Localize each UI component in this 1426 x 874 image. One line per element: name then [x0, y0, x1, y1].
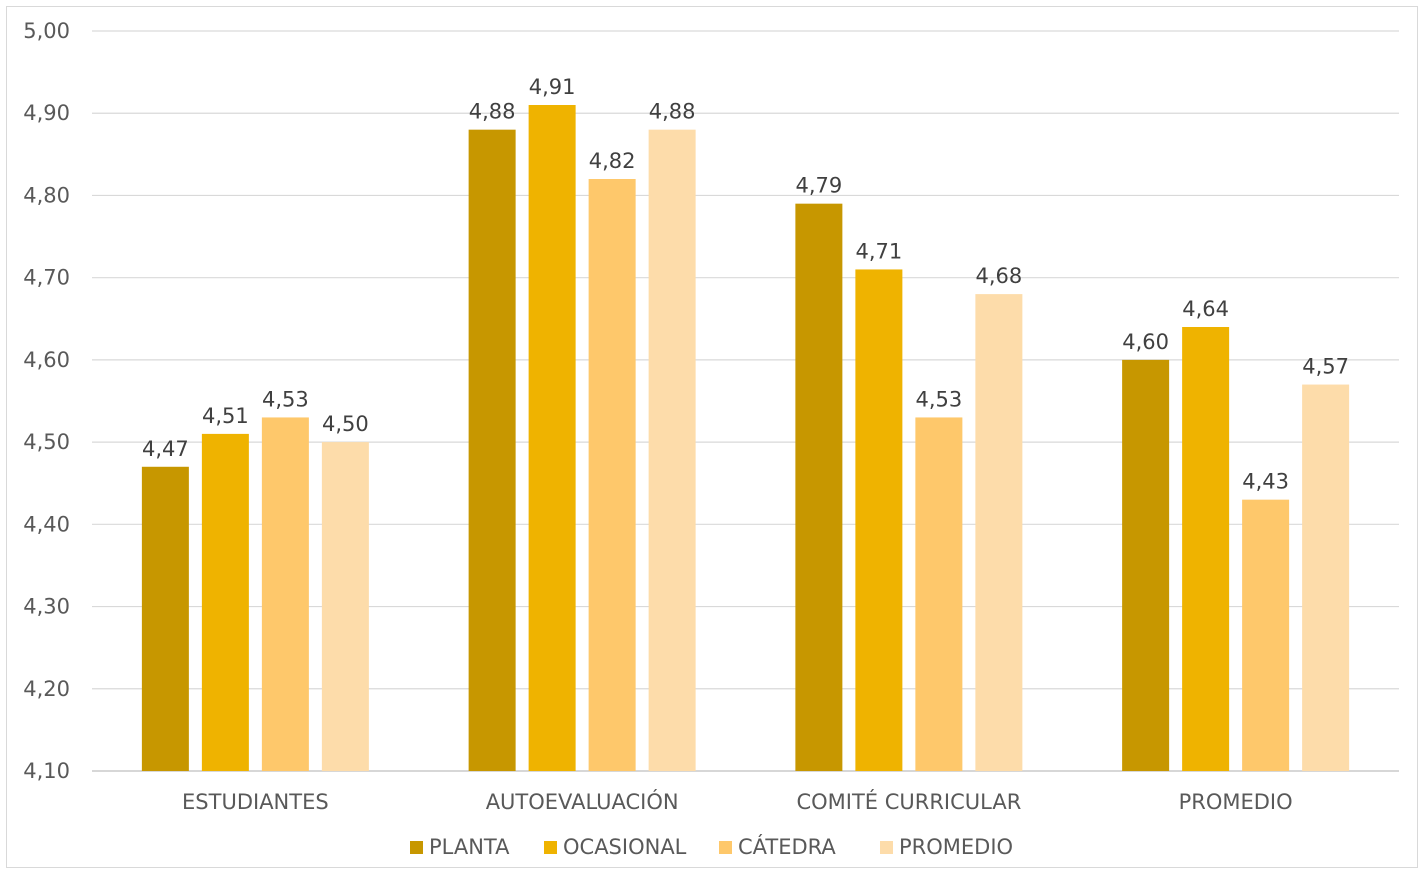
- legend-swatch: [544, 841, 557, 854]
- gridlines: [92, 30, 1399, 772]
- legend-label: CÁTEDRA: [738, 834, 836, 859]
- bar-ocasional: [201, 433, 249, 771]
- category-label: AUTOEVALUACIÓN: [486, 789, 679, 814]
- data-label: 4,91: [529, 75, 576, 99]
- y-tick-label: 4,30: [23, 595, 70, 619]
- bar-promedio: [321, 442, 369, 771]
- y-tick-label: 4,20: [23, 677, 70, 701]
- y-tick-label: 4,80: [23, 183, 70, 207]
- bar-promedio: [648, 129, 696, 772]
- y-tick-label: 4,10: [23, 759, 70, 783]
- data-label: 4,88: [649, 100, 696, 124]
- data-label: 4,53: [262, 387, 309, 411]
- legend-swatch: [880, 841, 893, 854]
- data-label: 4,50: [322, 412, 369, 436]
- legend-label: PROMEDIO: [899, 835, 1013, 859]
- bar-cátedra: [261, 417, 309, 771]
- y-tick-label: 4,40: [23, 512, 70, 536]
- data-label: 4,57: [1302, 355, 1349, 379]
- data-label: 4,64: [1182, 297, 1229, 321]
- category-label: PROMEDIO: [1179, 790, 1293, 814]
- data-label: 4,51: [202, 404, 249, 428]
- bar-chart: 4,10 4,20 4,30 4,40 4,50 4,60 4,70 4,80 4,90 5,00…: [23, 19, 1399, 859]
- data-label: 4,43: [1242, 470, 1289, 494]
- bar-ocasional: [528, 105, 576, 771]
- legend-swatch: [410, 841, 423, 854]
- data-label: 4,79: [795, 174, 842, 198]
- y-tick-label: 4,50: [23, 430, 70, 454]
- data-label: 4,68: [975, 264, 1022, 288]
- y-tick-label: 4,60: [23, 348, 70, 372]
- data-label: 4,47: [142, 437, 189, 461]
- bar-ocasional: [1182, 327, 1230, 771]
- bar-planta: [141, 466, 189, 771]
- legend-label: OCASIONAL: [563, 835, 687, 859]
- bar-planta: [795, 203, 843, 771]
- legend-swatch: [719, 841, 732, 854]
- data-label: 4,53: [915, 387, 962, 411]
- y-axis-ticks: 4,10 4,20 4,30 4,40 4,50 4,60 4,70 4,80 4,90 5,00: [23, 19, 70, 783]
- bars: [141, 105, 1350, 772]
- legend: PLANTA OCASIONAL CÁTEDRA PROMEDIO: [410, 834, 1013, 859]
- category-label: ESTUDIANTES: [182, 790, 329, 814]
- bar-planta: [1122, 359, 1170, 771]
- data-label: 4,82: [589, 149, 636, 173]
- legend-label: PLANTA: [429, 835, 510, 859]
- bar-promedio: [975, 294, 1023, 771]
- data-label: 4,60: [1122, 330, 1169, 354]
- chart-frame: 4,10 4,20 4,30 4,40 4,50 4,60 4,70 4,80 4,90 5,00…: [6, 6, 1418, 868]
- data-label: 4,88: [469, 100, 516, 124]
- bar-promedio: [1302, 384, 1350, 771]
- data-labels: 4,47 4,51 4,53 4,50 4,88 4,91 4,82 4,88 4,79 4,71…: [142, 75, 1349, 494]
- y-tick-label: 5,00: [23, 19, 70, 43]
- bar-ocasional: [855, 269, 903, 771]
- bar-cátedra: [1242, 499, 1290, 771]
- data-label: 4,71: [855, 239, 902, 263]
- bar-cátedra: [915, 417, 963, 771]
- bar-planta: [468, 129, 516, 772]
- y-tick-label: 4,70: [23, 266, 70, 290]
- x-axis-categories: ESTUDIANTES AUTOEVALUACIÓN COMITÉ CURRICUL…: [182, 789, 1293, 814]
- y-tick-label: 4,90: [23, 101, 70, 125]
- category-label: COMITÉ CURRICULAR: [796, 789, 1021, 814]
- bar-cátedra: [588, 179, 636, 771]
